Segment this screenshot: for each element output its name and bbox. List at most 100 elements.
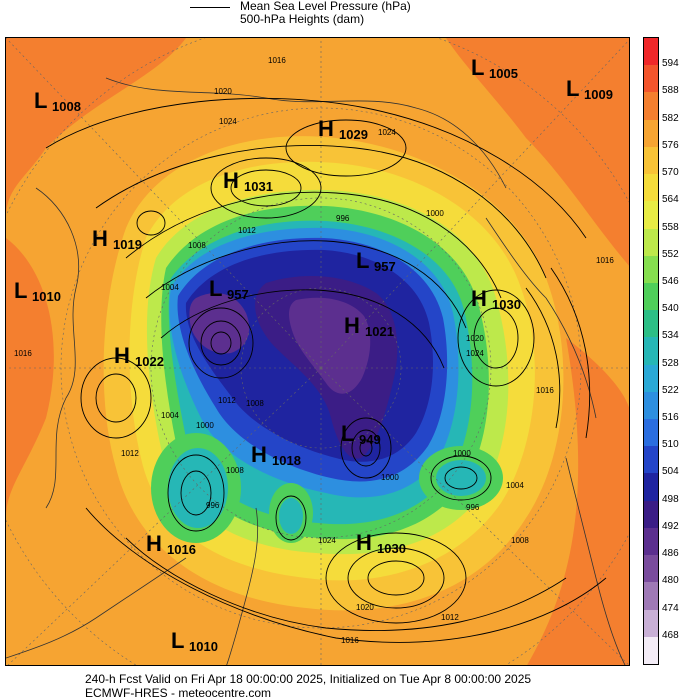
system-letter: H: [318, 116, 334, 141]
colorbar-cell: [644, 201, 658, 229]
colorbar-tick-label: 558: [662, 221, 679, 233]
colorbar-cell: [644, 255, 658, 284]
system-value: 1008: [52, 99, 81, 114]
colorbar-cell: [644, 473, 658, 502]
colorbar-cell: [644, 555, 658, 583]
pressure-system-labels: L 1008 L 1005 L 1009 H 1029 H 1031 H 101…: [14, 55, 613, 654]
isobar-label: 1024: [318, 536, 336, 545]
isobar-label: 1008: [511, 536, 529, 545]
colorbar-cell: [644, 582, 658, 611]
colorbar-cell: [644, 337, 658, 366]
isobar-label: 1024: [219, 117, 237, 126]
isobar-label: 1008: [246, 399, 264, 408]
colorbar-cell: [644, 419, 658, 447]
system-letter: L: [471, 55, 484, 80]
colorbar-cell: [644, 391, 658, 420]
system-letter: H: [114, 343, 130, 368]
isobars: [45, 97, 607, 643]
system-letter: H: [471, 286, 487, 311]
system-value: 1030: [377, 541, 406, 556]
height-field-582: [527, 338, 629, 665]
height-colorbar: [643, 37, 659, 665]
isobar-label: 1004: [506, 481, 524, 490]
forecast-valid-text: 240-h Fcst Valid on Fri Apr 18 00:00:00 …: [85, 672, 532, 686]
colorbar-tick-label: 486: [662, 548, 679, 560]
colorbar-cell: [644, 609, 658, 638]
isobar-label: 1016: [536, 386, 554, 395]
colorbar-tick-label: 492: [662, 520, 679, 532]
system-value: 1009: [584, 87, 613, 102]
colorbar-tick-label: 546: [662, 275, 679, 287]
isobar-label: 1016: [596, 256, 614, 265]
colorbar-tick-label: 504: [662, 466, 679, 478]
legend-line-2: 500-hPa Heights (dam): [240, 12, 365, 26]
height-field-486: [289, 297, 371, 394]
system-value: 1016: [167, 542, 196, 557]
colorbar-tick-label: 480: [662, 575, 679, 587]
colorbar-cell: [644, 119, 658, 148]
system-value: 1010: [189, 639, 218, 654]
system-value: 1005: [489, 66, 518, 81]
isobar-label: 1000: [196, 421, 214, 430]
height-field-582: [6, 238, 54, 518]
system-letter: H: [251, 442, 267, 467]
isobar-label: 1020: [356, 603, 374, 612]
colorbar-cell: [644, 527, 658, 556]
coastlines: [6, 77, 626, 665]
system-letter: L: [209, 276, 222, 301]
isobar-label: 1004: [161, 283, 179, 292]
colorbar-tick-label: 468: [662, 629, 679, 641]
lat-lon-grid: [6, 38, 629, 665]
system-value: 957: [227, 287, 249, 302]
map-footer: 240-h Fcst Valid on Fri Apr 18 00:00:00 …: [0, 670, 681, 700]
colorbar-cell: [644, 92, 658, 121]
height-field-582: [446, 38, 629, 266]
colorbar-cell: [644, 146, 658, 175]
colorbar-cell: [644, 636, 658, 665]
colorbar-tick-label: 510: [662, 439, 679, 451]
isobar-label: 1020: [214, 87, 232, 96]
system-value: 949: [359, 432, 381, 447]
colorbar-cell: [644, 500, 658, 529]
colorbar-tick-label: 570: [662, 167, 679, 179]
isobar-label: 1012: [218, 396, 236, 405]
isobar-label: 1024: [378, 128, 396, 137]
trough-lobe-core: [436, 460, 486, 496]
colorbar-cell: [644, 446, 658, 474]
colorbar-cell: [644, 310, 658, 338]
colorbar-cell: [644, 282, 658, 311]
system-value: 1022: [135, 354, 164, 369]
system-letter: L: [566, 76, 579, 101]
system-letter: L: [356, 248, 369, 273]
isobar-label: 1020: [466, 334, 484, 343]
isobar-label: 996: [466, 503, 480, 512]
system-value: 957: [374, 259, 396, 274]
system-value: 1031: [244, 179, 273, 194]
system-value: 1018: [272, 453, 301, 468]
system-letter: L: [171, 628, 184, 653]
system-value: 1010: [32, 289, 61, 304]
colorbar-tick-label: 576: [662, 139, 679, 151]
system-letter: L: [341, 421, 354, 446]
height-field-582: [6, 38, 186, 218]
colorbar-tick-label: 522: [662, 384, 679, 396]
colorbar-tick-label: 534: [662, 330, 679, 342]
isobar-label: 1004: [161, 411, 179, 420]
colorbar-cell: [644, 38, 658, 66]
colorbar-tick-label: 528: [662, 357, 679, 369]
legend-title: Mean Sea Level Pressure (hPa) 500-hPa He…: [240, 0, 411, 26]
colorbar-cell: [644, 228, 658, 257]
colorbar-tick-label: 540: [662, 303, 679, 315]
colorbar-tick-label: 498: [662, 493, 679, 505]
isobar-legend-line: [190, 7, 230, 8]
model-source-text: ECMWF-HRES - meteocentre.com: [85, 686, 272, 700]
isobar-label: 1016: [268, 56, 286, 65]
colorbar-tick-label: 552: [662, 248, 679, 260]
system-value: 1030: [492, 297, 521, 312]
colorbar-cell: [644, 174, 658, 202]
weather-map: 1016 1020 1024 1024 1012 1008 1004 996 1…: [5, 37, 630, 666]
isobar-label: 1008: [188, 241, 206, 250]
colorbar-tick-label: 564: [662, 194, 679, 206]
isobar-label: 996: [336, 214, 350, 223]
system-letter: H: [146, 531, 162, 556]
